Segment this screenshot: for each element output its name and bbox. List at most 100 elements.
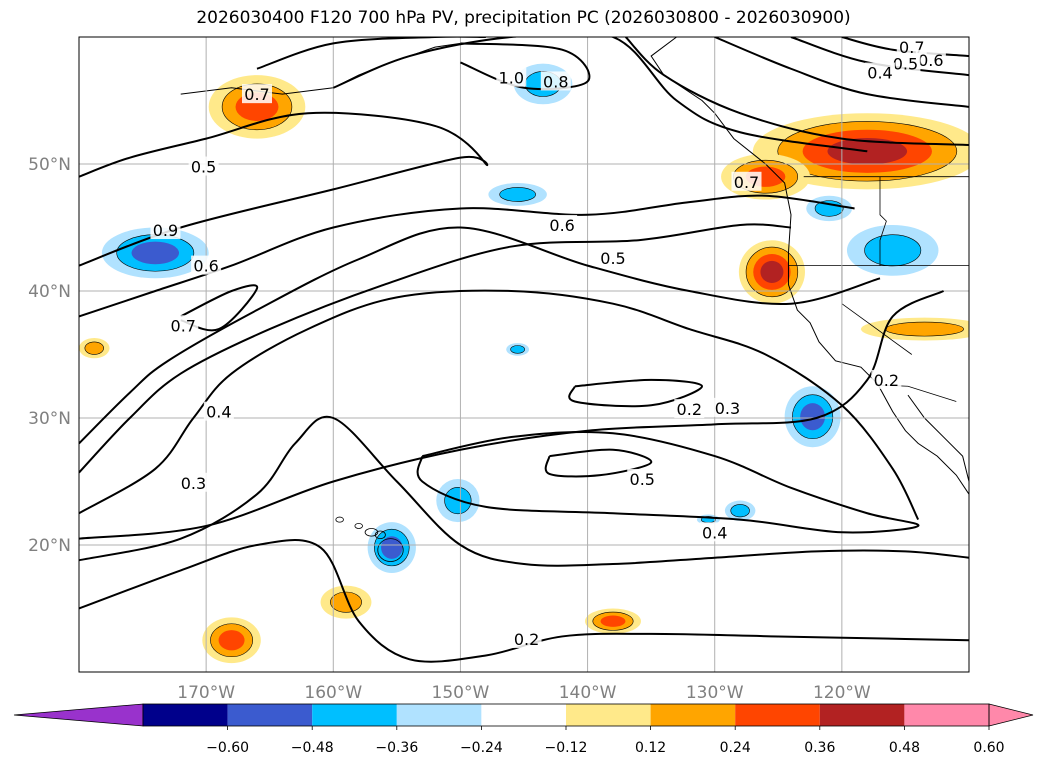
contour-label-bg [598, 247, 628, 267]
colorbar-extend-low [13, 703, 144, 727]
contour-label: 0.3 [715, 399, 740, 418]
precip-band [864, 234, 921, 266]
pv-contour [79, 415, 969, 567]
colorbar-tick-label: 0.12 [635, 740, 666, 756]
contour-label-bg [511, 628, 542, 648]
contour-label: 0.4 [206, 403, 231, 422]
colorbar-segment [481, 704, 566, 726]
lon-label: 170°W [177, 683, 235, 703]
contour-label: 0.7 [734, 173, 759, 192]
colorbar-tick-label: 0.60 [973, 740, 1004, 756]
pv-contour [79, 289, 920, 521]
pv-contour-labels: 0.70.51.0 0.80.70.60.50.40.60.50.90.60.70… [150, 37, 946, 649]
precip-outline [374, 528, 410, 567]
precip-outline [777, 121, 958, 182]
contour-label: 0.7 [244, 85, 269, 104]
pv-contour-layer [79, 37, 969, 663]
contour-label: 0.2 [874, 371, 899, 390]
hawaii-island [374, 530, 386, 540]
precip-outline [221, 83, 293, 131]
precip-band [600, 615, 626, 627]
contour-label-bg [242, 84, 272, 104]
colorbar-segment [396, 704, 482, 726]
contour-label: 0.5 [191, 158, 216, 177]
precip-cell [320, 585, 372, 619]
contour-label: 0.6 [549, 216, 574, 235]
precip-cell [367, 522, 416, 573]
lon-label: 150°W [432, 683, 490, 703]
pv-contour [790, 37, 969, 77]
contour-label-bg [540, 71, 571, 91]
precip-band [499, 187, 536, 202]
pv-contour [841, 37, 969, 58]
map-frame [78, 36, 970, 673]
colorbar-tick-label: 0.48 [889, 740, 920, 756]
colorbar-segment [143, 704, 228, 726]
contour-label: 0.5 [630, 470, 655, 489]
lon-label: 160°W [304, 683, 362, 703]
colorbar-extend-high [988, 703, 1034, 727]
lon-label: 140°W [559, 683, 617, 703]
contour-label-bg [731, 171, 762, 191]
contour-label-bg [674, 399, 705, 419]
hawaii-island [364, 528, 379, 537]
contour-label: 0.9 [153, 221, 178, 240]
lon-label: 130°W [686, 683, 744, 703]
contour-label: 0.6 [193, 257, 218, 276]
contour-label: 0.4 [867, 64, 892, 83]
contour-label-bg [712, 397, 743, 417]
precip-cell [806, 195, 853, 222]
contour-label: 0.8 [543, 72, 568, 91]
lon-label: 120°W [813, 683, 871, 703]
colorbar: −0.60 −0.48 −0.36 −0.24 −0.12 0.12 0.24 0.36 0.4… [13, 703, 1034, 756]
precip-outline [84, 341, 104, 355]
precip-outline [814, 200, 844, 217]
contour-label: 0.3 [181, 474, 206, 493]
contour-label-bg [203, 401, 234, 421]
colorbar-tick-label: −0.12 [545, 740, 588, 756]
colorbar-segment [566, 704, 651, 726]
colorbar-tick-label: 0.36 [804, 740, 835, 756]
axis-labels: 50°N 40°N 30°N 20°N 170°W 160°W 150°W 140°W 130°… [28, 155, 871, 703]
pv-contour [79, 223, 792, 474]
precip-band [131, 241, 180, 265]
pv-contour [714, 37, 969, 108]
colorbar-segment [735, 704, 820, 726]
colorbar-segment [904, 704, 989, 726]
precip-cell [506, 343, 530, 356]
precip-band [510, 345, 525, 354]
contour-label: 0.5 [893, 55, 918, 74]
precip-cell [738, 240, 805, 304]
contour-label-bg [150, 220, 181, 240]
precip-outline [592, 611, 634, 631]
precip-outline [444, 486, 472, 515]
pv-contour [568, 378, 704, 408]
contour-label: 0.6 [918, 51, 943, 70]
pv-contour [256, 37, 486, 70]
hawaii-island [335, 516, 344, 523]
contour-label: 0.4 [702, 523, 727, 542]
precip-cell [488, 183, 547, 206]
precip-cell [585, 608, 641, 634]
precip-band [381, 536, 403, 559]
precip-band [885, 322, 964, 337]
colorbar-segment [312, 704, 397, 726]
hawaii-island [377, 538, 404, 562]
contour-label-bg [890, 53, 921, 73]
contour-label: 0.2 [677, 400, 702, 419]
colorbar-segment [227, 704, 313, 726]
precip-outline [499, 187, 536, 202]
contour-label-bg [871, 369, 902, 389]
precip-outline [745, 246, 799, 298]
pv-contour [79, 539, 969, 663]
hawaii-island [354, 523, 363, 529]
colorbar-tick-label: 0.24 [720, 740, 751, 756]
coastline-gulf [907, 394, 969, 495]
precip-band [218, 630, 245, 651]
precip-cell [724, 500, 756, 521]
pv-contour [544, 448, 653, 478]
precip-outline [210, 623, 253, 658]
contour-label-bg [627, 468, 658, 488]
contour-label: 0.7 [171, 316, 196, 335]
precip-cell [784, 386, 841, 448]
